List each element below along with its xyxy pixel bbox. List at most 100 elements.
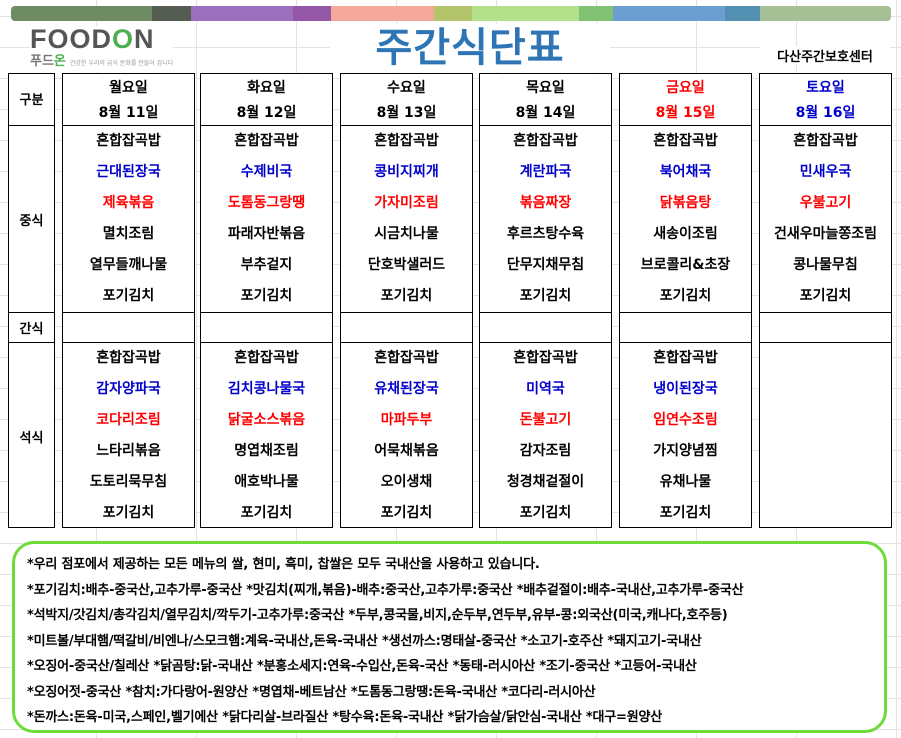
- menu-item: 콩나물무침: [793, 257, 858, 273]
- menu-item: 포기김치: [102, 505, 155, 521]
- menu-item: 건새우마늘쫑조림: [773, 226, 878, 242]
- menu-item: 파래자반볶음: [227, 226, 306, 242]
- day-column: 수요일 8월 13일 혼합잡곡밥 콩비지찌개 가자미조림 시금치나물 단호박샐러드 포기김치 혼…: [340, 73, 473, 528]
- menu-item: 포기김치: [380, 505, 433, 521]
- day-header: 월요일 8월 11일: [63, 74, 194, 126]
- menu-item: 혼합잡곡밥: [653, 133, 718, 149]
- day-name: 금요일: [666, 80, 705, 96]
- snack-menu: [63, 312, 194, 343]
- menu-item: 어묵채볶음: [374, 443, 439, 459]
- origin-note: *우리 점포에서 제공하는 모든 메뉴의 쌀, 현미, 흑미, 찹쌀은 모두 국…: [27, 557, 540, 572]
- menu-item: 냉이된장국: [653, 381, 718, 397]
- day-name: 수요일: [387, 80, 426, 96]
- dinner-menu: 혼합잡곡밥 감자양파국 코다리조림 느타리볶음 도토리묵무침 포기김치: [63, 343, 194, 529]
- snack-menu: [201, 312, 332, 343]
- day-date: 8월 13일: [376, 105, 437, 121]
- day-date: 8월 15일: [655, 105, 716, 121]
- day-header: 토요일 8월 16일: [760, 74, 891, 126]
- menu-item: 수제비국: [240, 164, 293, 180]
- menu-item: 민새우국: [799, 164, 852, 180]
- origin-note: *석박지/갓김치/총각김치/열무김치/깍두기-고추가루:중국산 *두부,콩국물,…: [27, 608, 728, 623]
- origin-notes-box: *우리 점포에서 제공하는 모든 메뉴의 쌀, 현미, 흑미, 찹쌀은 모두 국…: [12, 541, 887, 733]
- day-date: 8월 16일: [795, 105, 856, 121]
- menu-item: 마파두부: [380, 412, 433, 428]
- day-header: 수요일 8월 13일: [341, 74, 472, 126]
- menu-item: 닭굴소스볶음: [227, 412, 306, 428]
- menu-item: 혼합잡곡밥: [234, 133, 299, 149]
- snack-menu: [341, 312, 472, 343]
- day-date: 8월 11일: [98, 105, 159, 121]
- dinner-menu: 혼합잡곡밥 유채된장국 마파두부 어묵채볶음 오이생채 포기김치: [341, 343, 472, 529]
- day-header: 목요일 8월 14일: [480, 74, 611, 126]
- day-column: 월요일 8월 11일 혼합잡곡밥 근대된장국 제육볶음 멸치조림 열무들깨나물 포기김치 혼합잡…: [62, 73, 195, 528]
- menu-item: 멸치조림: [102, 226, 155, 242]
- color-bar-segment: [434, 6, 472, 21]
- menu-item: 포기김치: [799, 288, 852, 304]
- menu-item: 혼합잡곡밥: [96, 133, 161, 149]
- category-label: 구분: [9, 74, 54, 126]
- menu-item: 포기김치: [240, 288, 293, 304]
- menu-item: 포기김치: [102, 288, 155, 304]
- menu-item: 볶음짜장: [519, 195, 572, 211]
- menu-item: 포기김치: [519, 505, 572, 521]
- menu-item: 계란파국: [519, 164, 572, 180]
- day-name: 월요일: [109, 80, 148, 96]
- menu-item: 단무지채무침: [506, 257, 585, 273]
- menu-item: 시금치나물: [374, 226, 439, 242]
- color-bar-segment: [760, 6, 891, 21]
- menu-item: 미역국: [526, 381, 565, 397]
- snack-menu: [760, 312, 891, 343]
- menu-item: 부추겉지: [240, 257, 293, 273]
- menu-item: 우불고기: [799, 195, 852, 211]
- menu-item: 오이생채: [380, 474, 433, 490]
- lunch-menu: 혼합잡곡밥 근대된장국 제육볶음 멸치조림 열무들깨나물 포기김치: [63, 126, 194, 312]
- menu-item: 혼합잡곡밥: [513, 133, 578, 149]
- menu-item: 김치콩나물국: [227, 381, 306, 397]
- menu-item: 혼합잡곡밥: [374, 133, 439, 149]
- menu-item: 브로콜리&초장: [640, 257, 731, 273]
- color-bar-segment: [331, 6, 434, 21]
- menu-item: 포기김치: [240, 505, 293, 521]
- snack-menu: [620, 312, 751, 343]
- menu-item: 느타리볶음: [96, 443, 161, 459]
- menu-item: 임연수조림: [653, 412, 718, 428]
- dinner-menu: 혼합잡곡밥 냉이된장국 임연수조림 가지양념찜 유채나물 포기김치: [620, 343, 751, 529]
- color-bar-segment: [725, 6, 760, 21]
- menu-item: 열무들깨나물: [89, 257, 168, 273]
- origin-note: *미트볼/부대햄/떡갈비/비엔나/스모크햄:계육-국내산,돈육-국내산 *생선까…: [27, 633, 702, 649]
- menu-item: 포기김치: [519, 288, 572, 304]
- color-bar-segment: [293, 6, 331, 21]
- menu-item: 혼합잡곡밥: [513, 350, 578, 366]
- menu-item: 후르츠탕수육: [506, 226, 585, 242]
- menu-item: 애호박나물: [234, 474, 299, 490]
- color-bar-segment: [579, 6, 613, 21]
- menu-item: 북어채국: [659, 164, 712, 180]
- color-bar-segment: [152, 6, 191, 21]
- dinner-menu: 혼합잡곡밥 김치콩나물국 닭굴소스볶음 명엽채조림 애호박나물 포기김치: [201, 343, 332, 529]
- menu-item: 도토리묵무침: [89, 474, 168, 490]
- page-title: 주간식단표: [330, 24, 610, 72]
- menu-item: 감자양파국: [96, 381, 161, 397]
- snack-label: 간식: [9, 312, 54, 343]
- menu-item: 혼합잡곡밥: [793, 133, 858, 149]
- menu-item: 혼합잡곡밥: [234, 350, 299, 366]
- menu-item: 가자미조림: [374, 195, 439, 211]
- center-name: 다산주간보호센터: [760, 46, 890, 65]
- color-bar-segment: [11, 6, 152, 21]
- menu-item: 혼합잡곡밥: [653, 350, 718, 366]
- day-name: 토요일: [806, 80, 845, 96]
- color-bar-segment: [613, 6, 725, 21]
- origin-note: *포기김치:배추-중국산,고추가루-중국산 *맛김치(찌개,볶음)-배추:중국산…: [27, 582, 744, 598]
- day-column: 화요일 8월 12일 혼합잡곡밥 수제비국 도톰동그랑땡 파래자반볶음 부추겉지 포기김치 혼합…: [200, 73, 333, 528]
- snack-menu: [480, 312, 611, 343]
- menu-item: 콩비지찌개: [374, 164, 439, 180]
- lunch-menu: 혼합잡곡밥 수제비국 도톰동그랑땡 파래자반볶음 부추겉지 포기김치: [201, 126, 332, 312]
- dinner-menu: 혼합잡곡밥 미역국 돈불고기 감자조림 청경채겉절이 포기김치: [480, 343, 611, 529]
- day-header: 화요일 8월 12일: [201, 74, 332, 126]
- category-column: 구분 중식 간식 석식: [8, 73, 55, 528]
- origin-note: *오징어-중국산/칠레산 *닭곰탕:닭-국내산 *분홍소세지:연육-수입산,돈육…: [27, 659, 697, 674]
- menu-item: 제육볶음: [102, 195, 155, 211]
